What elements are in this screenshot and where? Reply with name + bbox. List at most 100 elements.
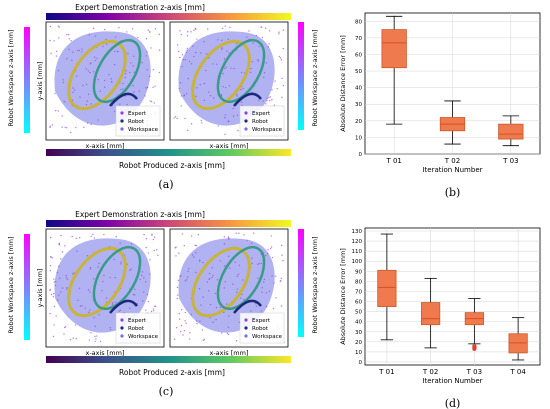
expert-point	[154, 305, 157, 307]
expert-point	[132, 85, 134, 87]
top-colorbar	[46, 220, 291, 227]
expert-point	[250, 67, 252, 70]
expert-point	[180, 105, 182, 107]
expert-point	[79, 305, 82, 307]
expert-point	[240, 71, 243, 74]
expert-point	[269, 247, 272, 250]
expert-point	[176, 286, 179, 289]
expert-point	[133, 71, 135, 73]
expert-point	[51, 124, 54, 126]
expert-point	[74, 89, 76, 91]
expert-point	[202, 261, 204, 264]
expert-point	[119, 103, 121, 105]
expert-point	[264, 254, 267, 257]
expert-point	[254, 303, 257, 305]
box	[377, 269, 397, 307]
expert-point	[146, 51, 148, 53]
expert-point	[111, 303, 114, 305]
expert-point	[228, 85, 231, 87]
expert-point	[183, 95, 185, 97]
expert-point	[87, 289, 90, 291]
expert-point	[94, 340, 96, 343]
expert-point	[249, 71, 252, 74]
expert-point	[227, 326, 230, 329]
expert-point	[77, 299, 79, 302]
expert-point	[87, 70, 89, 72]
legend-marker	[244, 127, 248, 131]
expert-point	[75, 337, 77, 340]
legend-marker	[244, 326, 248, 330]
expert-point	[78, 49, 80, 52]
expert-point	[86, 100, 88, 102]
expert-point	[99, 340, 102, 343]
expert-point	[221, 332, 223, 334]
right-colorbar-title: Robot Workspace z-axis [mm]	[311, 29, 319, 126]
expert-point	[179, 331, 182, 333]
expert-point	[241, 104, 243, 107]
legend-marker	[244, 119, 248, 123]
expert-point	[152, 238, 155, 241]
expert-point	[92, 233, 94, 236]
y-tick-label: 50	[355, 310, 362, 316]
y-axis-title: y-axis [mm]	[36, 269, 44, 308]
expert-point	[236, 275, 239, 277]
expert-point	[243, 298, 245, 301]
expert-point	[222, 72, 224, 75]
legend-label: Expert	[128, 111, 147, 117]
expert-point	[223, 265, 226, 267]
expert-point	[176, 297, 178, 300]
expert-point	[145, 309, 147, 311]
expert-point	[276, 87, 278, 90]
expert-point	[72, 337, 74, 339]
expert-point	[280, 244, 283, 247]
expert-point	[187, 77, 189, 80]
expert-point	[208, 272, 211, 275]
expert-point	[85, 83, 88, 86]
expert-point	[58, 37, 60, 39]
expert-point	[196, 322, 198, 325]
expert-point	[143, 277, 145, 279]
y-tick-label: 40	[355, 320, 362, 326]
expert-point	[197, 234, 200, 236]
expert-point	[269, 96, 271, 98]
expert-point	[237, 129, 239, 132]
expert-point	[93, 237, 96, 239]
expert-point	[260, 262, 263, 265]
expert-point	[199, 84, 202, 86]
expert-point	[96, 335, 98, 337]
legend-marker	[244, 318, 248, 322]
expert-point	[53, 292, 55, 295]
expert-point	[89, 71, 91, 74]
legend-marker	[120, 334, 124, 338]
expert-point	[177, 279, 180, 282]
expert-point	[209, 317, 211, 319]
expert-point	[226, 50, 228, 52]
x-tick-label: T 03	[502, 157, 518, 165]
y-axis-title: y-axis [mm]	[36, 62, 44, 101]
x-axis-title: x-axis [mm]	[209, 349, 248, 357]
legend-label: Workspace	[252, 334, 283, 340]
expert-point	[145, 87, 147, 89]
expert-point	[62, 79, 64, 81]
expert-point	[251, 262, 253, 265]
expert-point	[193, 256, 195, 258]
expert-point	[59, 277, 61, 280]
expert-point	[50, 293, 53, 296]
expert-point	[282, 84, 285, 87]
expert-point	[127, 52, 129, 55]
workspace-region	[178, 31, 275, 126]
expert-point	[50, 52, 52, 55]
expert-point	[173, 117, 175, 119]
expert-point	[257, 277, 259, 279]
expert-point	[57, 110, 59, 112]
expert-point	[180, 309, 183, 311]
expert-point	[208, 91, 210, 93]
workspace-region	[54, 31, 151, 126]
expert-point	[227, 38, 230, 41]
y-tick-label: 130	[352, 229, 363, 235]
workspace-region	[178, 238, 275, 333]
y-tick-label: 50	[355, 69, 362, 75]
expert-point	[246, 239, 248, 242]
legend-label: Robot	[128, 119, 145, 125]
expert-point	[87, 122, 89, 124]
